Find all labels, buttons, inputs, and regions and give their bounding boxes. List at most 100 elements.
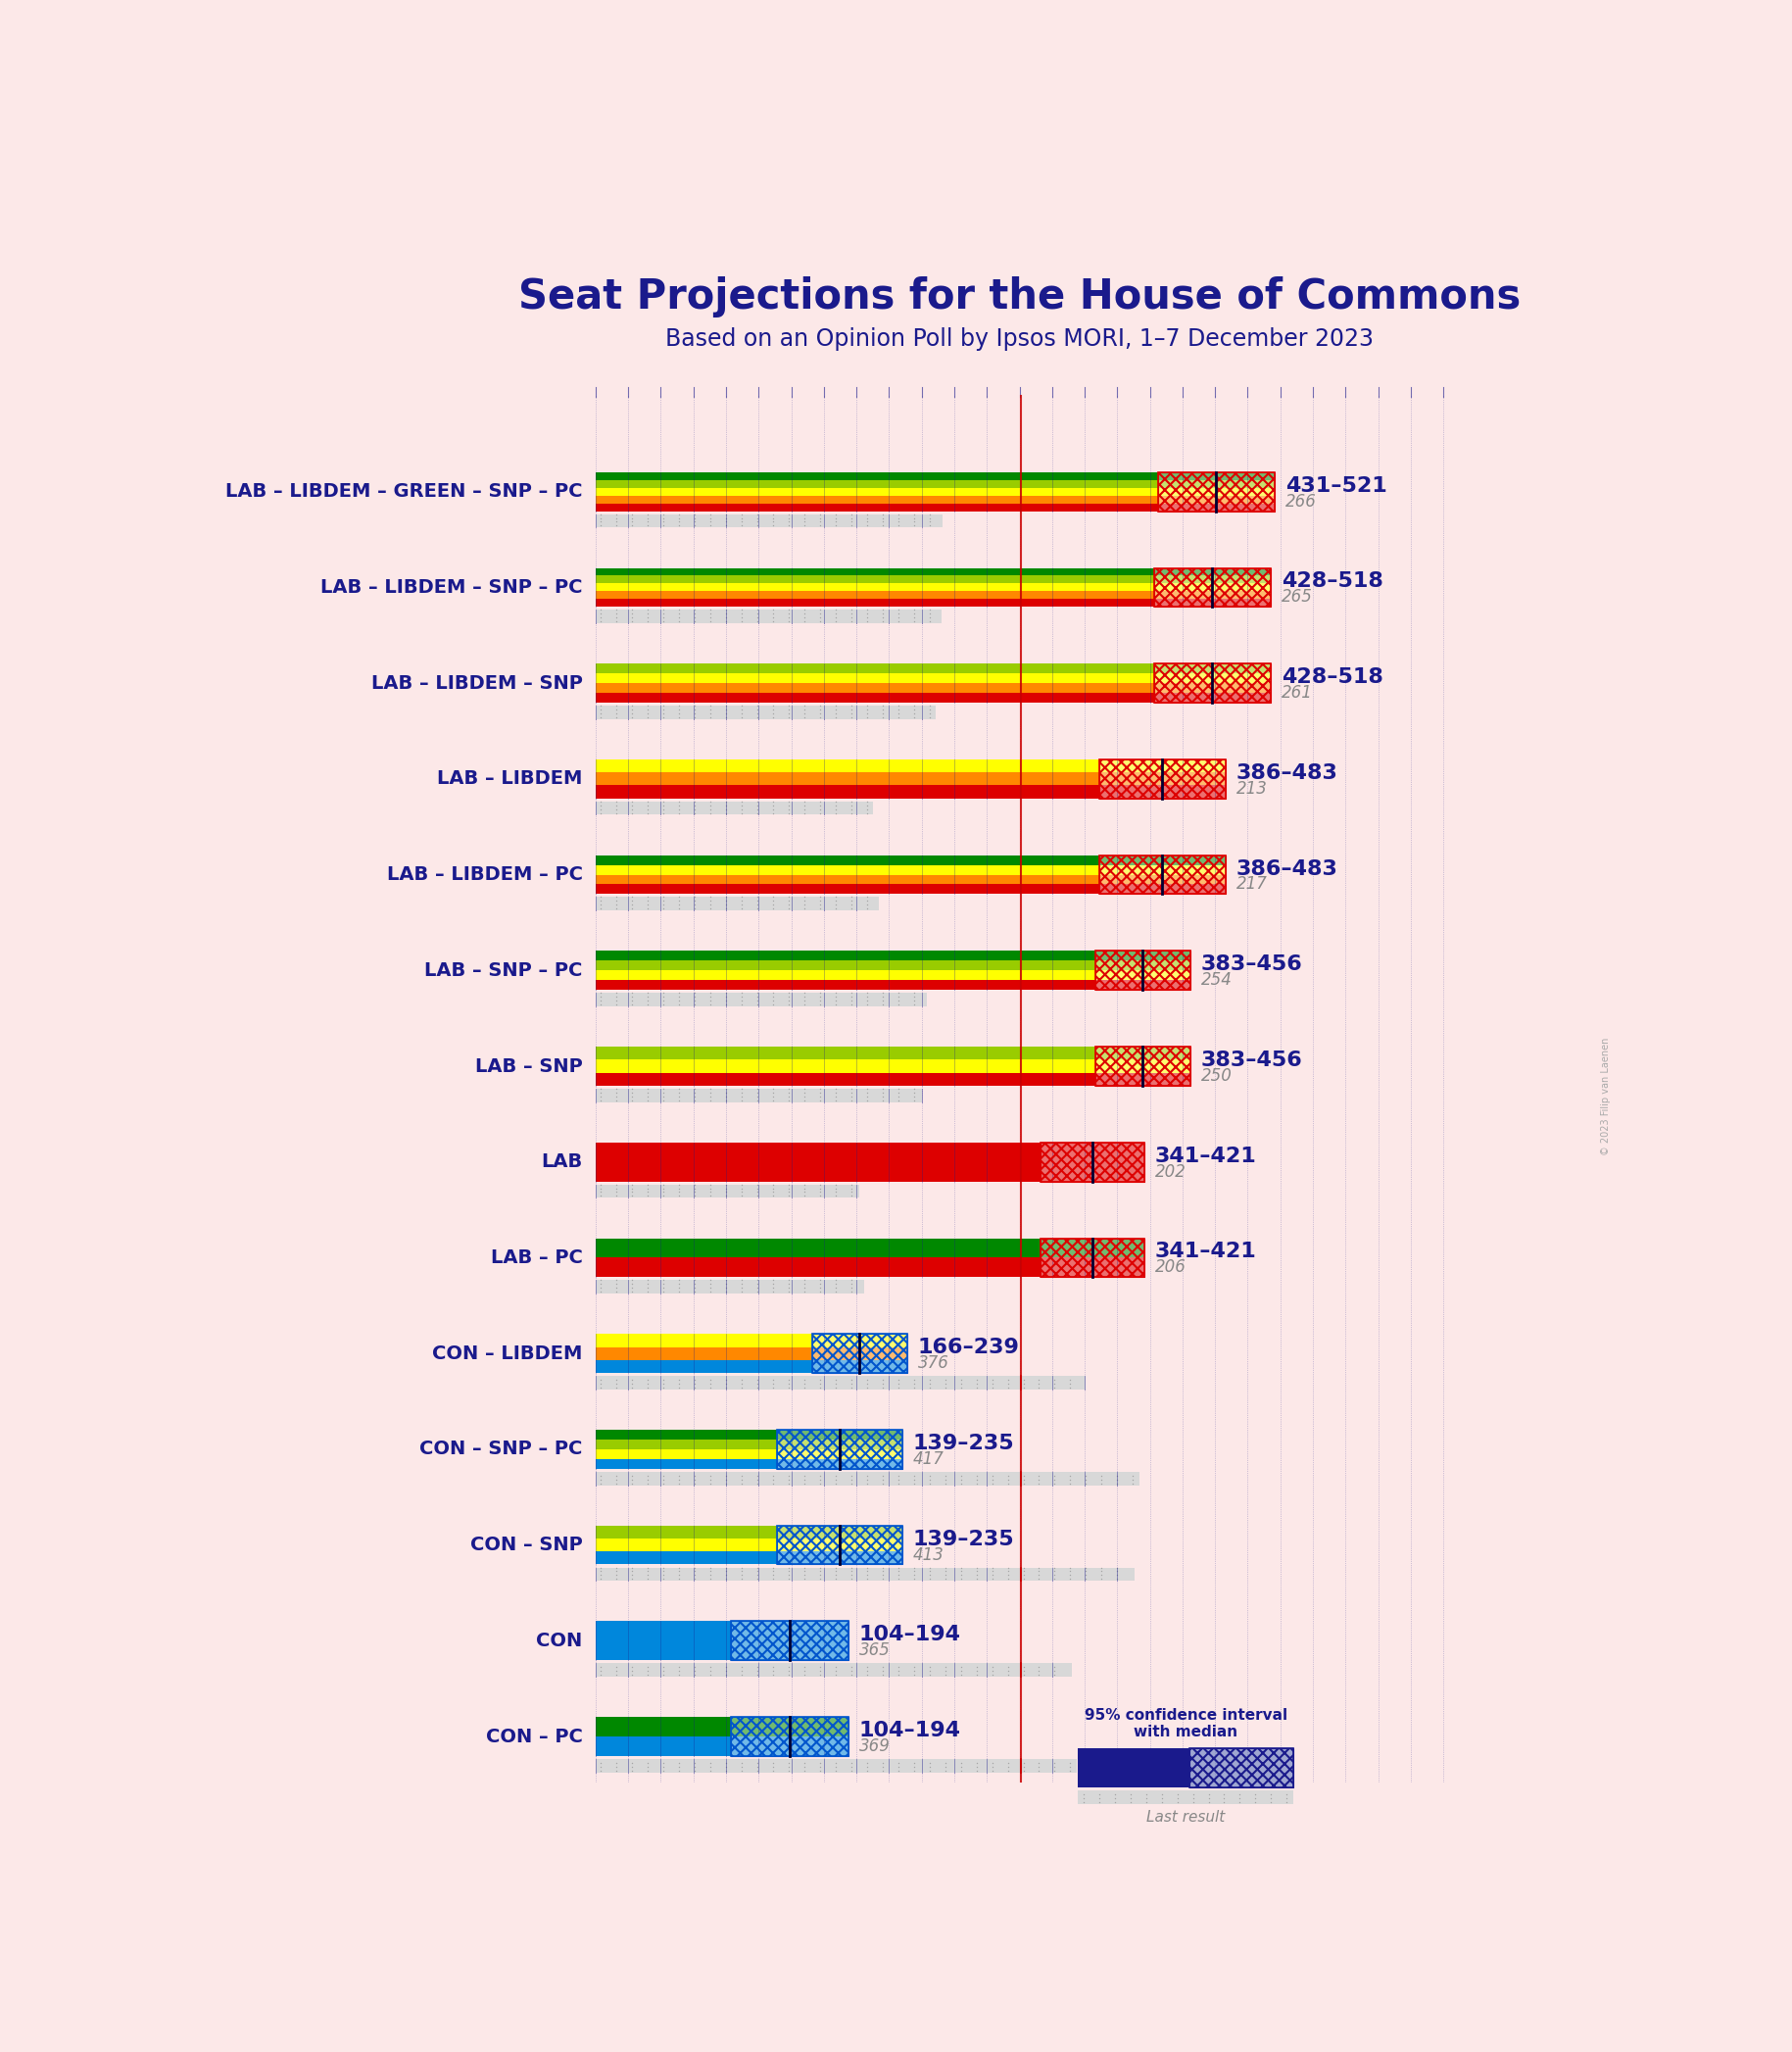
Bar [595, 1759, 1077, 1773]
Bar [595, 1449, 778, 1459]
Bar [1098, 884, 1226, 895]
Bar [595, 759, 1098, 772]
Bar [595, 1525, 778, 1539]
Bar [595, 1346, 812, 1360]
Bar [595, 706, 935, 718]
Text: 217: 217 [1236, 876, 1267, 893]
Bar [731, 1718, 849, 1757]
Text: 341–421: 341–421 [1156, 1241, 1256, 1262]
Bar [595, 884, 1098, 895]
Text: 261: 261 [1281, 683, 1314, 702]
Bar [595, 472, 1158, 480]
Text: Based on an Opinion Poll by Ipsos MORI, 1–7 December 2023: Based on an Opinion Poll by Ipsos MORI, … [665, 326, 1374, 351]
Bar [731, 1621, 849, 1660]
Text: Seat Projections for the House of Commons: Seat Projections for the House of Common… [518, 277, 1521, 318]
Bar [1158, 488, 1276, 495]
Bar [595, 683, 1154, 694]
Bar [1079, 1789, 1294, 1804]
Bar [595, 1143, 1041, 1182]
Bar [595, 1184, 858, 1198]
Bar [595, 480, 1158, 488]
Text: 139–235: 139–235 [912, 1529, 1014, 1549]
Bar [1158, 495, 1276, 503]
Bar [1098, 866, 1226, 874]
Bar [1041, 1143, 1145, 1182]
Bar [1154, 568, 1271, 577]
Bar [778, 1430, 901, 1441]
Bar [1154, 673, 1271, 683]
Text: 365: 365 [858, 1642, 891, 1660]
Bar [778, 1449, 901, 1459]
Text: 206: 206 [1156, 1258, 1186, 1276]
Bar [595, 591, 1154, 599]
Bar [1154, 568, 1271, 607]
Bar [595, 1237, 1041, 1258]
Bar [1041, 1237, 1145, 1258]
Bar [595, 1736, 731, 1757]
Bar [1095, 1047, 1190, 1086]
Bar [1098, 759, 1226, 772]
Text: CON: CON [536, 1631, 582, 1650]
Bar [595, 981, 1095, 989]
Text: LAB – LIBDEM – PC: LAB – LIBDEM – PC [387, 866, 582, 884]
Text: © 2023 Filip van Laenen: © 2023 Filip van Laenen [1602, 1036, 1611, 1155]
Bar [1095, 950, 1190, 989]
Text: CON – LIBDEM: CON – LIBDEM [432, 1344, 582, 1363]
Bar [1095, 1059, 1190, 1073]
Bar [1098, 856, 1226, 895]
Bar [1154, 663, 1271, 702]
Bar [595, 1441, 778, 1449]
Bar [595, 971, 1095, 981]
Bar [1098, 772, 1226, 786]
Bar [812, 1334, 907, 1373]
Bar [595, 866, 1098, 874]
Text: 202: 202 [1156, 1163, 1186, 1180]
Bar [595, 1459, 778, 1469]
Text: CON – PC: CON – PC [486, 1728, 582, 1746]
Bar [595, 1360, 812, 1373]
Bar [1041, 1237, 1145, 1276]
Bar [1154, 568, 1271, 607]
Bar [595, 1258, 1041, 1276]
Bar [595, 856, 1098, 866]
Text: 386–483: 386–483 [1236, 860, 1337, 878]
Bar [1098, 874, 1226, 884]
Bar [595, 488, 1158, 495]
Bar [1095, 950, 1190, 960]
Bar [595, 960, 1095, 971]
Bar [595, 1471, 1140, 1486]
Text: LAB – LIBDEM: LAB – LIBDEM [437, 770, 582, 788]
Bar [595, 993, 926, 1005]
Bar [1095, 960, 1190, 971]
Text: 376: 376 [918, 1354, 950, 1373]
Bar [595, 503, 1158, 511]
Text: 95% confidence interval
with median: 95% confidence interval with median [1084, 1707, 1287, 1740]
Bar [778, 1551, 901, 1564]
Text: 254: 254 [1201, 971, 1231, 989]
Bar [595, 583, 1154, 591]
Bar [595, 1621, 731, 1660]
Bar [595, 568, 1154, 577]
Bar [595, 577, 1154, 583]
Bar [595, 1664, 1072, 1676]
Bar [1154, 663, 1271, 702]
Bar [731, 1736, 849, 1757]
Text: 413: 413 [912, 1545, 944, 1564]
Bar [778, 1441, 901, 1449]
Bar [1098, 759, 1226, 798]
Bar [595, 786, 1098, 798]
Bar [1095, 1047, 1190, 1059]
Bar [595, 1718, 731, 1736]
Bar [1154, 591, 1271, 599]
Bar [731, 1718, 849, 1736]
Bar [731, 1718, 849, 1757]
Bar [595, 897, 878, 911]
Text: CON – SNP: CON – SNP [470, 1535, 582, 1553]
Bar [731, 1621, 849, 1660]
Text: 428–518: 428–518 [1281, 667, 1383, 687]
Text: LAB – PC: LAB – PC [491, 1248, 582, 1266]
Text: 104–194: 104–194 [858, 1722, 961, 1740]
Bar [595, 950, 1095, 960]
Bar [1154, 568, 1271, 607]
Text: 341–421: 341–421 [1156, 1147, 1256, 1166]
